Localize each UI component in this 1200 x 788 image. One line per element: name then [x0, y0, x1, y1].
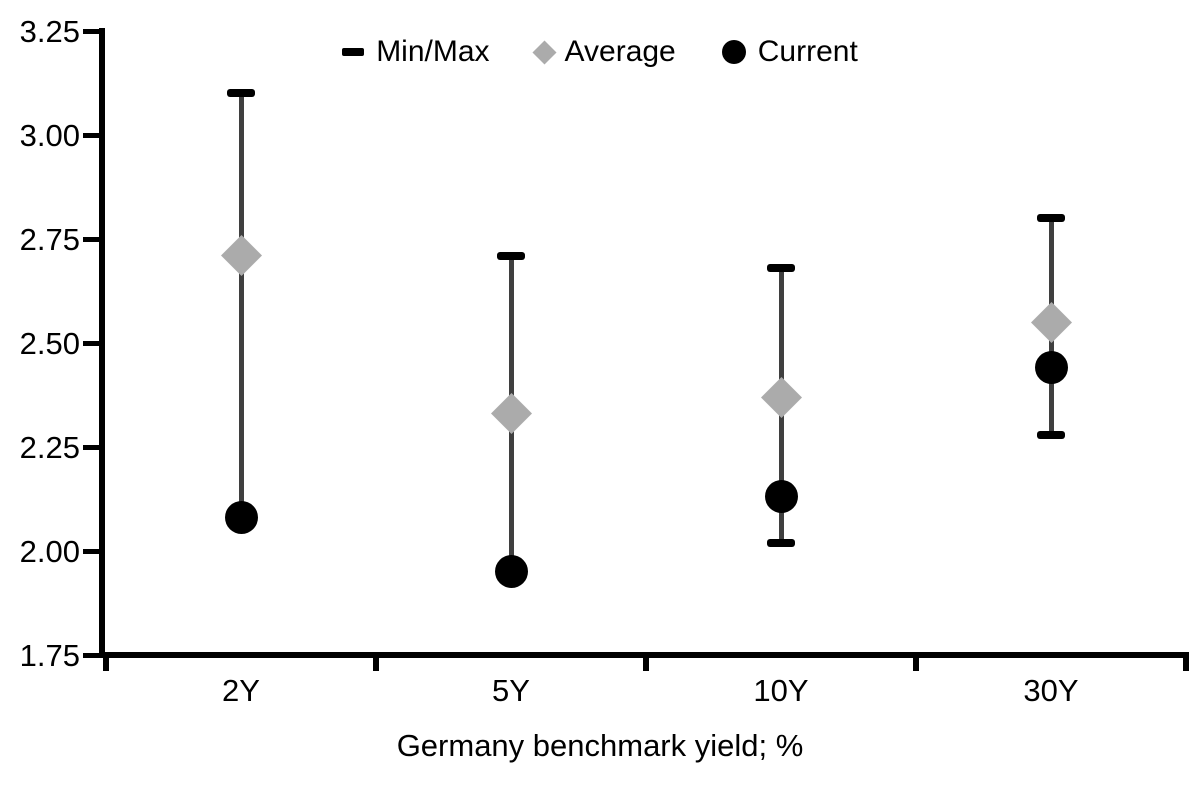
legend: Min/Max Average Current — [0, 30, 1200, 74]
error-bar-line-2Y — [238, 93, 244, 518]
max-cap-30Y — [1037, 214, 1065, 223]
legend-item-current: Current — [721, 30, 858, 74]
x-axis-tick — [373, 652, 379, 671]
legend-item-average: Average — [532, 30, 676, 74]
y-axis-tick-label: 2.25 — [19, 429, 80, 465]
average-marker-5Y — [490, 393, 532, 435]
y-axis-tick-label: 2.75 — [19, 221, 80, 257]
max-cap-2Y — [227, 89, 255, 98]
legend-item-minmax: Min/Max — [342, 30, 490, 74]
average-marker-30Y — [1030, 301, 1072, 343]
x-axis-tick — [913, 652, 919, 671]
y-axis-tick-label: 3.25 — [19, 13, 80, 49]
y-axis-tick — [83, 28, 99, 34]
average-marker-10Y — [760, 376, 802, 418]
y-axis-tick — [83, 132, 99, 138]
x-axis-tick — [1183, 652, 1189, 671]
y-axis-tick — [83, 652, 99, 658]
x-category-label: 30Y — [1023, 673, 1079, 708]
y-axis-tick — [83, 236, 99, 242]
legend-label-current: Current — [757, 35, 858, 68]
x-axis-title: Germany benchmark yield; % — [396, 728, 804, 763]
y-axis-tick-label: 2.00 — [19, 533, 80, 569]
max-cap-5Y — [497, 251, 525, 260]
y-axis-line — [99, 28, 105, 658]
current-marker-30Y — [1034, 351, 1068, 385]
x-category-label: 5Y — [492, 673, 530, 708]
y-axis-tick — [83, 548, 99, 554]
current-circle-icon — [721, 40, 746, 64]
legend-label-minmax: Min/Max — [376, 35, 490, 68]
y-axis-tick-label: 1.75 — [19, 637, 80, 673]
y-axis-tick — [83, 340, 99, 346]
current-marker-10Y — [764, 480, 798, 514]
min-cap-10Y — [767, 538, 795, 547]
x-axis-tick — [103, 652, 109, 671]
average-diamond-icon — [532, 39, 557, 65]
y-axis-tick-label: 2.50 — [19, 325, 80, 361]
x-category-label: 2Y — [222, 673, 260, 708]
x-axis-tick — [643, 652, 649, 671]
current-marker-5Y — [494, 555, 528, 589]
legend-label-average: Average — [564, 35, 676, 68]
max-cap-10Y — [767, 264, 795, 273]
y-axis-tick — [83, 444, 99, 450]
average-marker-2Y — [220, 235, 262, 277]
x-category-label: 10Y — [753, 673, 809, 708]
current-marker-2Y — [224, 501, 258, 535]
y-axis-tick-label: 3.00 — [19, 117, 80, 153]
minmax-dash-icon — [342, 48, 365, 56]
min-cap-30Y — [1037, 430, 1065, 439]
